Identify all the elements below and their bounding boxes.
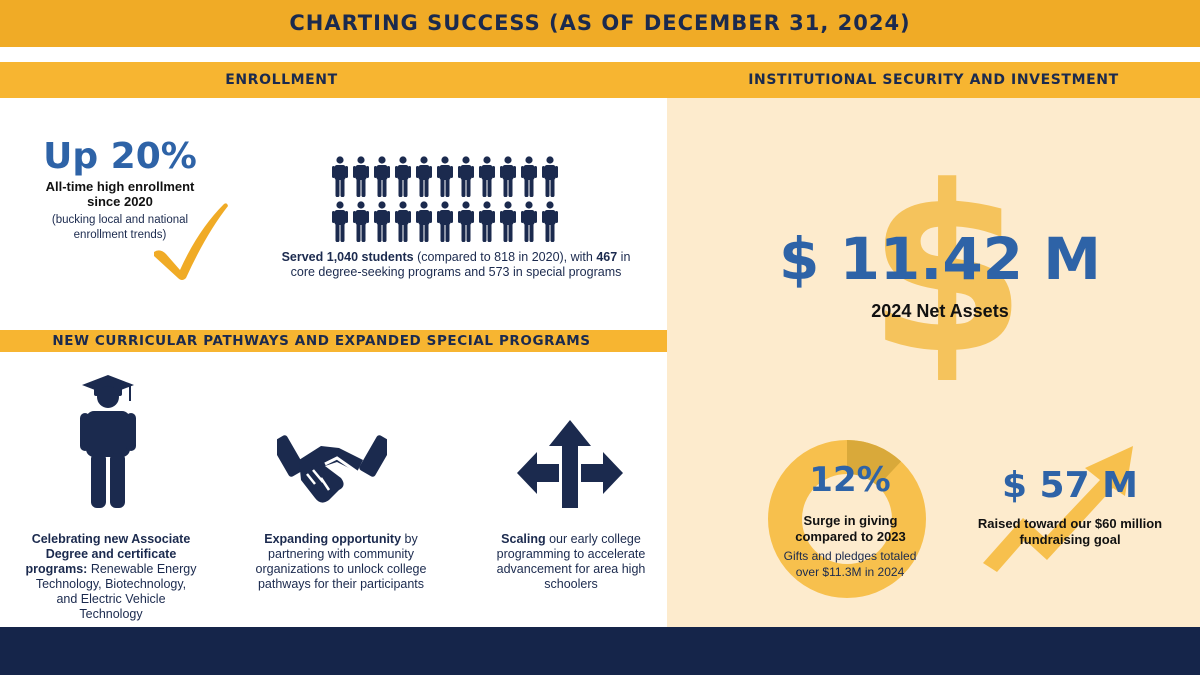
served-line1: Served 1,040 students (compared to 818 i… — [272, 250, 640, 265]
enrollment-subhead-line2: since 2020 — [87, 194, 153, 209]
person-icon — [416, 156, 432, 197]
header-bar: CHARTING SUCCESS (AS OF DECEMBER 31, 202… — [0, 0, 1200, 47]
giving-note-line1: Gifts and pledges totaled — [783, 549, 917, 563]
person-icon — [458, 156, 474, 197]
giving-label-line2: compared to 2023 — [795, 529, 906, 544]
served-bold: Served 1,040 students — [281, 250, 414, 264]
giving-percent: 12% — [809, 460, 891, 500]
person-icon — [521, 201, 537, 242]
person-icon — [437, 156, 453, 197]
raised-label-line2: fundraising goal — [1019, 532, 1121, 547]
footer-bar — [0, 627, 1200, 675]
person-icon — [458, 201, 474, 242]
person-icon — [500, 201, 516, 242]
checkmark-icon — [154, 203, 228, 280]
person-icon — [332, 156, 348, 197]
growth-arrow-icon — [983, 446, 1133, 572]
pathway-caption-degree: Celebrating new Associate Degree and cer… — [25, 532, 197, 622]
giving-ring — [768, 440, 926, 598]
person-icon — [374, 156, 390, 197]
security-title-bar — [667, 62, 1200, 98]
person-icon — [353, 156, 369, 197]
enrollment-note-line2: enrollment trends) — [73, 229, 167, 241]
pathway-degree-rest: Renewable Energy Technology, Biotechnolo… — [35, 562, 197, 621]
pathway-degree-bold: Celebrating new Associate Degree and cer… — [25, 532, 191, 576]
person-icon — [521, 156, 537, 197]
person-icon — [479, 201, 495, 242]
person-icon — [542, 201, 558, 242]
net-assets-label: 2024 Net Assets — [871, 301, 1009, 321]
giving-label-line1: Surge in giving — [803, 513, 898, 528]
person-icon — [479, 156, 495, 197]
giving-ring-segment — [846, 440, 902, 487]
served-line2: core degree-seeking programs and 573 in … — [290, 265, 622, 279]
pathway-partner-rest: by partnering with community organizatio… — [255, 532, 427, 591]
person-icon — [374, 201, 390, 242]
enrollment-subhead-line1: All-time high enrollment — [45, 179, 195, 194]
person-icon — [395, 156, 411, 197]
graduate-icon — [80, 375, 136, 508]
handshake-icon — [277, 435, 387, 503]
person-icon — [353, 201, 369, 242]
dollar-sign-icon: $ — [875, 160, 1020, 380]
enrollment-section-title: ENROLLMENT — [225, 72, 338, 88]
svg-text:$: $ — [875, 160, 1020, 380]
enrollment-title-bar — [0, 62, 667, 98]
raised-value: $ 57 M — [1001, 465, 1139, 506]
pathway-caption-early-college: Scaling our early college programming to… — [492, 532, 650, 592]
raised-label-line1: Raised toward our $60 million — [977, 516, 1163, 531]
person-icon — [542, 156, 558, 197]
pathways-section-title: NEW CURRICULAR PATHWAYS AND EXPANDED SPE… — [52, 333, 591, 349]
enrollment-note-line1: (bucking local and national — [51, 214, 189, 226]
giving-note-line2: over $11.3M in 2024 — [795, 565, 905, 579]
pathway-caption-partner: Expanding opportunity by partnering with… — [255, 532, 427, 592]
person-icon — [416, 201, 432, 242]
served-tail: in — [617, 250, 631, 264]
person-icon — [500, 156, 516, 197]
security-section-title: INSTITUTIONAL SECURITY AND INVESTMENT — [748, 72, 1119, 88]
person-icon — [332, 201, 348, 242]
pathway-partner-bold: Expanding opportunity — [264, 532, 402, 546]
served-core-bold: 467 — [596, 250, 618, 264]
security-panel — [667, 98, 1200, 627]
person-icon — [437, 201, 453, 242]
pathways-title-bar — [0, 330, 667, 352]
enrollment-headline: Up 20% — [43, 136, 197, 177]
served-rest: (compared to 818 in 2020), with — [413, 250, 597, 264]
person-icon — [395, 201, 411, 242]
people-grid — [332, 156, 582, 246]
pathway-early-rest: our early college programming to acceler… — [496, 532, 646, 591]
pathway-early-bold: Scaling — [501, 532, 546, 546]
arrows-icon — [517, 420, 623, 508]
net-assets-value: $ 11.42 M — [779, 225, 1101, 293]
page-title: CHARTING SUCCESS (AS OF DECEMBER 31, 202… — [289, 11, 911, 35]
